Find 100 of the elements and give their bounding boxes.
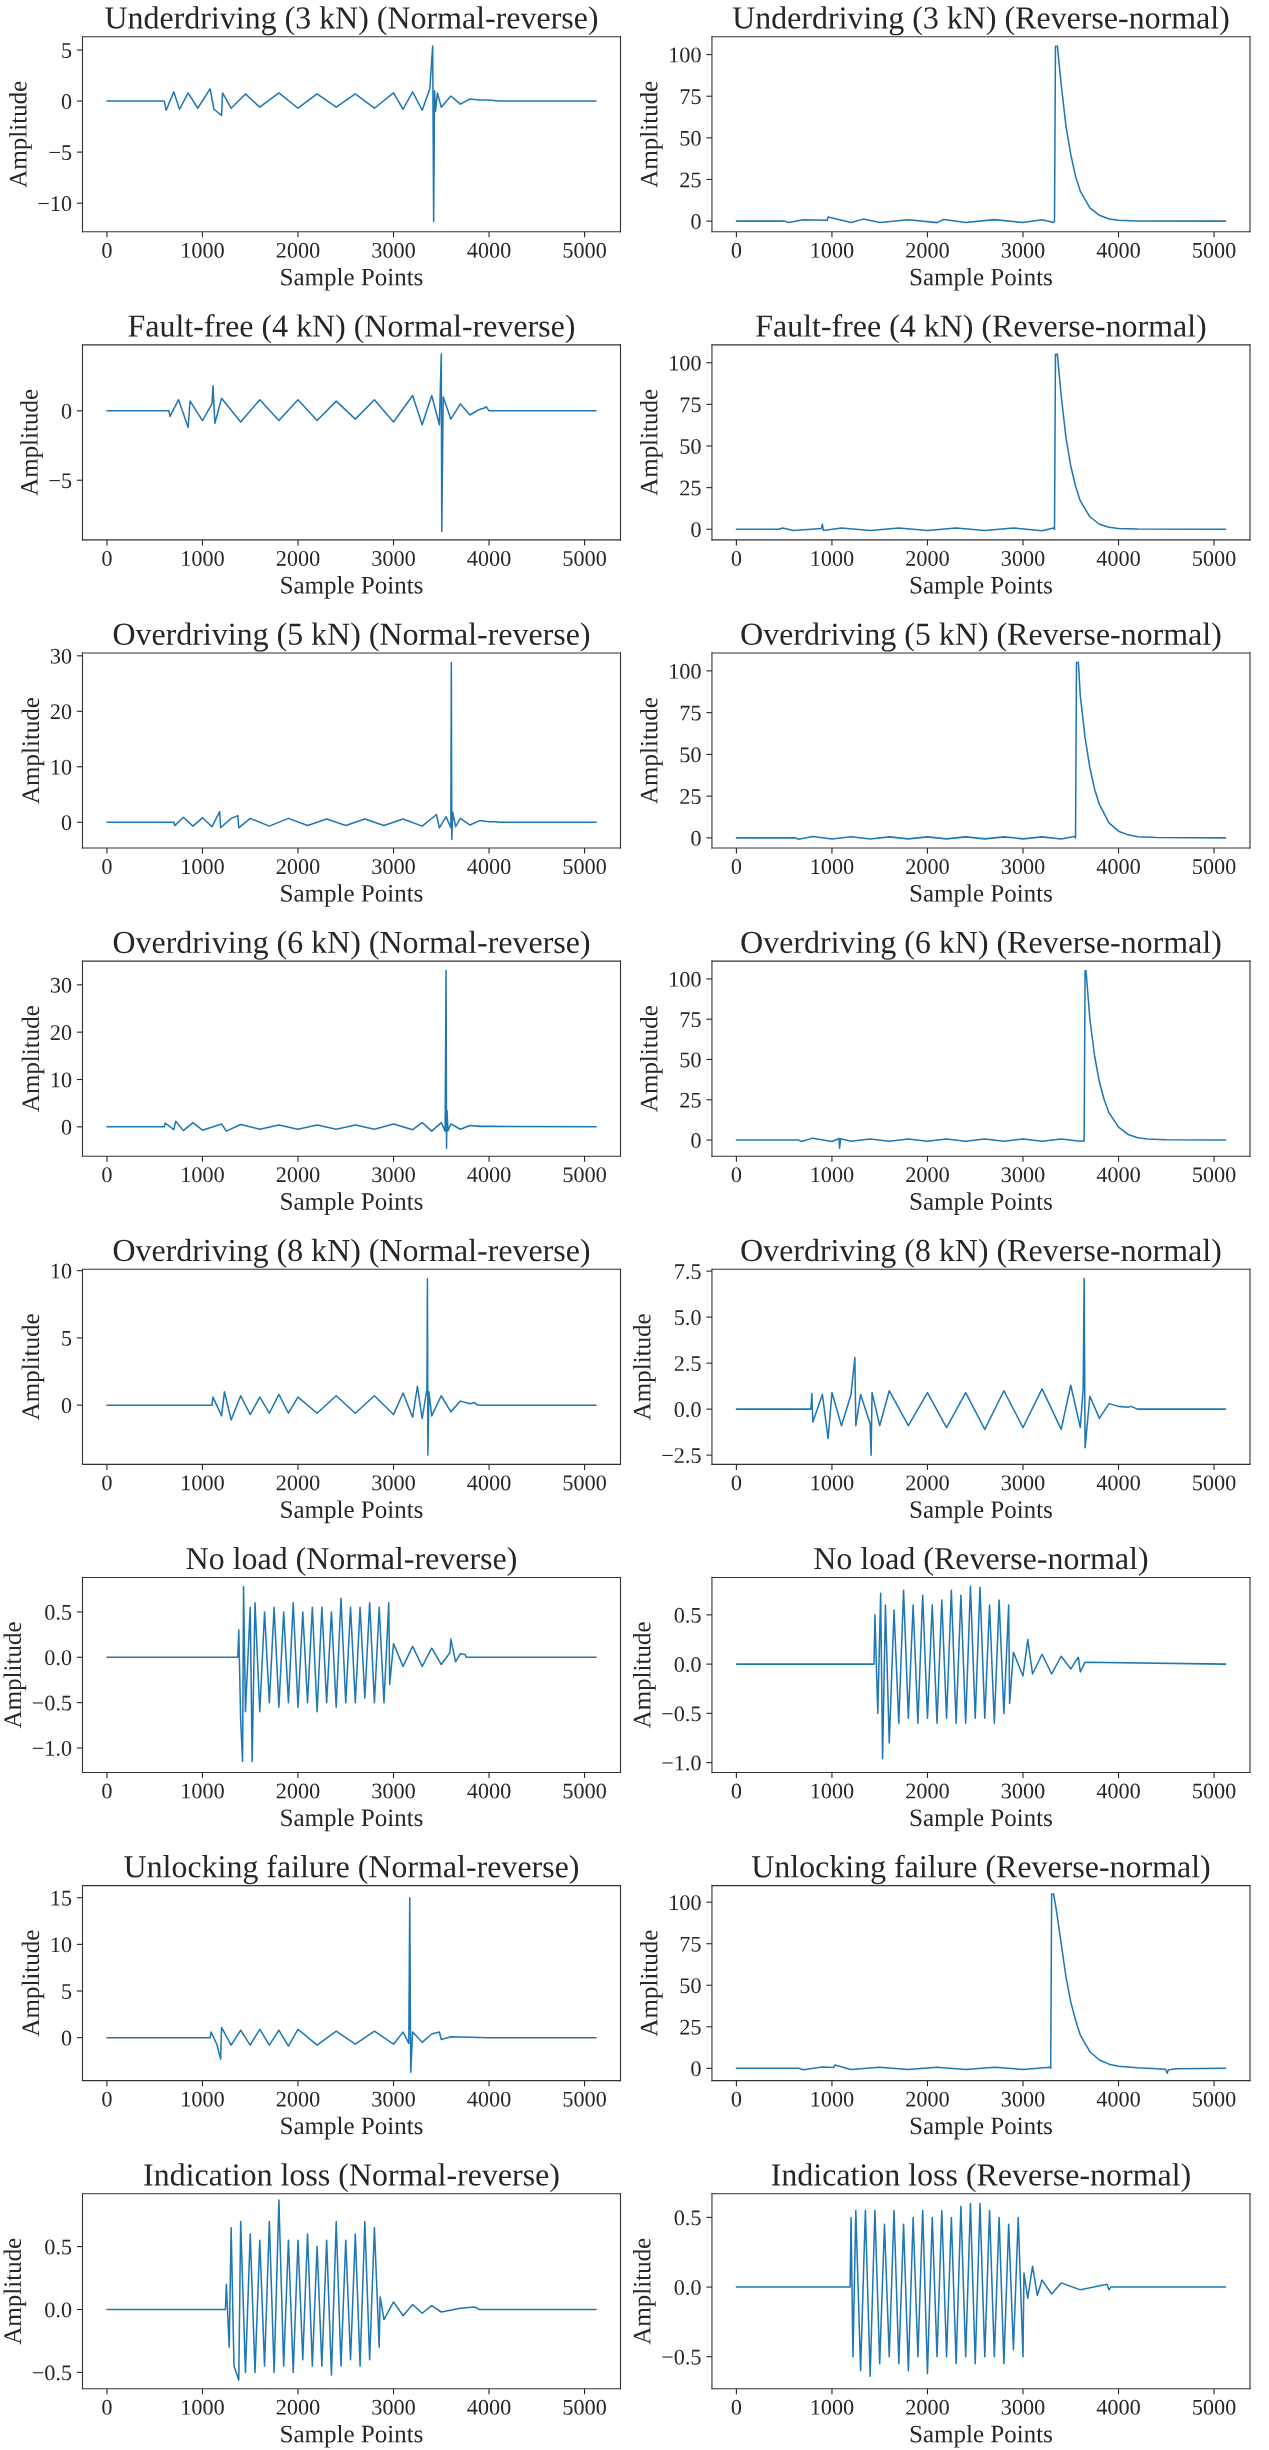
y-tick-label: 0 [61,2030,72,2046]
y-axis-title: Amplitude [639,697,663,804]
y-axis-title: Amplitude [3,1622,27,1729]
x-axis-title: Sample Points [281,884,423,907]
x-tick-label: 0 [731,1783,742,1799]
x-tick-label: 5000 [563,2399,606,2415]
chart-title: Underdriving (3 kN) (Reverse-normal) [732,6,1229,36]
x-tick-label: 4000 [467,550,511,566]
x-tick-label: 3000 [372,1475,415,1491]
x-tick-label: 0 [731,550,742,566]
y-tick-label: 0 [691,214,701,230]
chart-title: No load (Normal-reverse) [186,1546,516,1576]
y-tick-label: −5 [49,145,72,161]
y-tick-label: 25 [680,480,701,496]
x-tick-label: 2000 [906,2399,949,2415]
y-tick-label: 0.0 [674,2279,701,2296]
y-tick-label: 100 [670,355,701,371]
y-tick-label: 75 [680,89,701,105]
line-series [735,1893,1227,2075]
chart-title: Indication loss (Reverse-normal) [771,2163,1190,2193]
x-axis-title: Sample Points [910,1192,1052,1215]
x-tick-label: 0 [731,1475,742,1491]
x-tick-label: 2000 [276,550,320,566]
x-axis-title: Sample Points [281,1500,423,1524]
x-tick-label: 4000 [1096,1783,1140,1799]
y-tick-label: −10 [38,196,72,212]
x-tick-label: 4000 [467,1475,511,1491]
y-tick-label: 5 [62,1331,72,1346]
x-axis-title: Sample Points [281,1808,423,1832]
x-tick-label: 5000 [563,242,606,258]
x-tick-label: 3000 [1001,859,1045,875]
y-tick-label: 10 [51,1937,72,1953]
x-tick-label: 0 [102,2091,112,2107]
x-tick-label: 0 [731,859,742,875]
y-tick-label: 100 [670,971,701,987]
y-axis-title: Amplitude [21,1314,45,1421]
y-tick-label: 20 [50,1025,72,1041]
chart-title: Overdriving (8 kN) (Normal-reverse) [113,1238,590,1268]
y-axis-title: Amplitude [633,1622,656,1729]
chart-title: Indication loss (Normal-reverse) [144,2163,559,2193]
y-tick-label: 50 [680,1978,701,1994]
y-tick-label: 100 [670,663,701,679]
x-tick-label: 4000 [1096,2399,1140,2415]
x-tick-label: 1000 [182,859,224,875]
x-tick-label: 1000 [182,2399,224,2415]
x-tick-label: 4000 [1096,1167,1140,1183]
x-tick-label: 2000 [276,2091,320,2107]
x-tick-label: 1000 [182,2091,224,2107]
x-tick-label: 0 [102,1475,112,1491]
y-tick-label: 5 [62,1984,72,1999]
x-tick-label: 0 [731,242,742,258]
x-tick-label: 1000 [182,1167,224,1183]
x-tick-label: 5000 [1193,1783,1236,1799]
y-axis-title: Amplitude [9,81,32,188]
chart-title: Overdriving (6 kN) (Normal-reverse) [113,930,590,960]
y-axis-title: Amplitude [21,697,45,804]
y-tick-label: 100 [670,1895,701,1911]
y-tick-label: 0 [61,1119,72,1135]
x-tick-label: 4000 [467,1783,511,1799]
x-tick-label: 4000 [1096,242,1140,258]
y-axis-title: Amplitude [20,389,43,496]
line-series [106,2199,597,2381]
x-tick-label: 4000 [467,242,511,258]
x-axis-title: Sample Points [910,267,1052,291]
x-tick-label: 1000 [811,1167,854,1183]
x-tick-label: 5000 [563,2091,606,2107]
x-tick-label: 3000 [372,1783,415,1799]
x-tick-label: 2000 [276,2399,320,2415]
x-tick-label: 1000 [182,1783,224,1799]
x-axis-title: Sample Points [281,1192,423,1215]
x-tick-label: 2000 [276,242,320,258]
x-tick-label: 5000 [1193,1167,1236,1183]
y-tick-label: 25 [680,172,701,188]
x-tick-label: 3000 [1001,1167,1045,1183]
y-tick-label: 0 [61,403,72,419]
x-axis-title: Sample Points [281,267,423,291]
x-tick-label: 0 [102,242,112,258]
x-tick-label: 0 [102,1167,112,1183]
x-tick-label: 3000 [372,2091,415,2107]
y-tick-label: −0.5 [662,2349,701,2365]
y-tick-label: −1.0 [32,1740,72,1757]
y-tick-label: 0.5 [45,2239,72,2255]
x-tick-label: 1000 [182,1475,224,1491]
x-tick-label: 5000 [563,859,606,875]
x-tick-label: 2000 [906,242,949,258]
line-series [106,661,597,841]
x-tick-label: 3000 [372,550,415,566]
chart-title: Overdriving (5 kN) (Reverse-normal) [741,622,1221,652]
y-tick-label: 0.0 [45,2302,72,2318]
x-tick-label: 2000 [276,859,320,875]
chart-title: No load (Reverse-normal) [814,1546,1148,1576]
x-tick-label: 1000 [811,2091,854,2107]
y-tick-label: 2.5 [674,1356,701,1372]
x-axis-title: Sample Points [281,576,423,599]
y-tick-label: 10 [51,1072,72,1088]
y-tick-label: 7.5 [675,1264,701,1280]
x-tick-label: 0 [731,1167,742,1183]
x-tick-label: 2000 [906,2091,949,2107]
x-tick-label: 2000 [276,1475,320,1491]
line-series [106,1585,597,1763]
